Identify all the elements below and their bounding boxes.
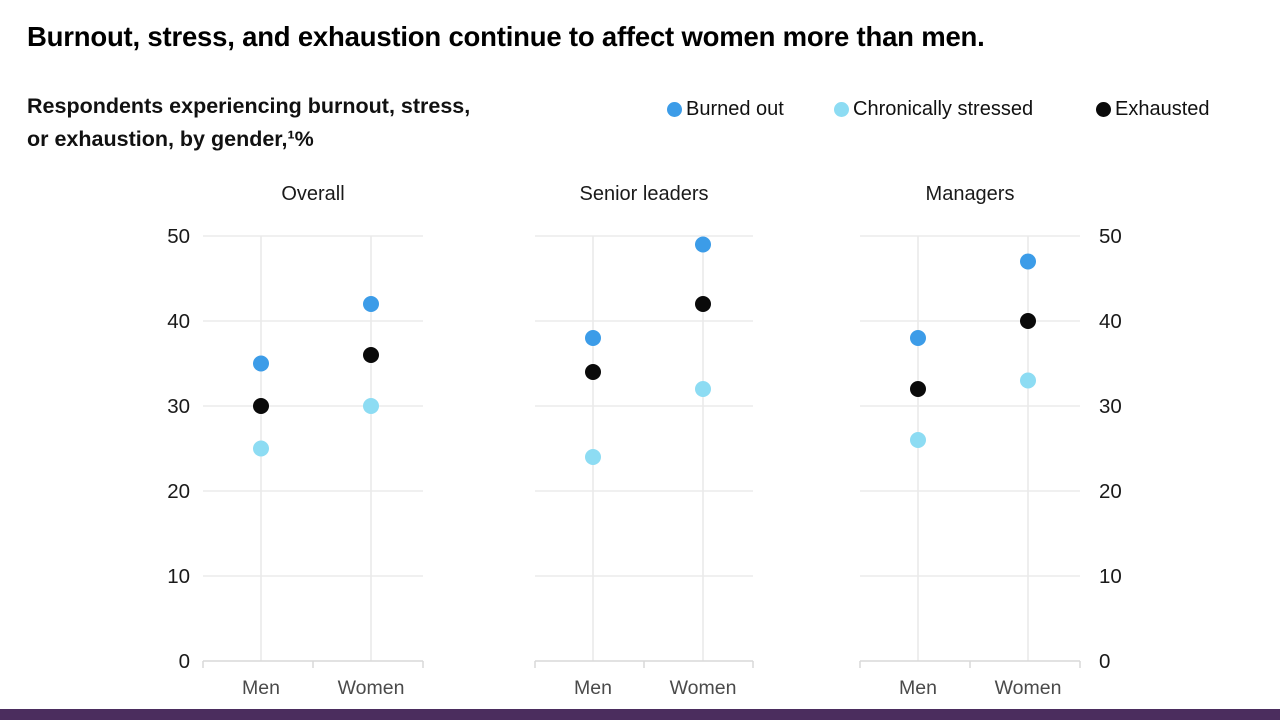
data-point [585,449,601,465]
y-axis-label-left: 20 [167,480,190,503]
y-axis-label-right: 10 [1099,565,1122,588]
y-axis-label-right: 40 [1099,310,1122,333]
chart-subtitle-line1: Respondents experiencing burnout, stress… [27,94,471,118]
category-label: Women [995,677,1062,699]
data-point [910,432,926,448]
chart-subtitle-line2: or exhaustion, by gender,¹% [27,127,314,151]
y-axis-label-right: 0 [1099,650,1110,673]
y-axis-label-left: 50 [167,225,190,248]
category-label: Women [338,677,405,699]
panel-title: Managers [926,183,1015,205]
data-point [363,296,379,312]
y-axis-label-left: 0 [179,650,190,673]
category-label: Women [670,677,737,699]
y-axis-label-right: 30 [1099,395,1122,418]
y-axis-label-left: 30 [167,395,190,418]
data-point [695,381,711,397]
category-label: Men [242,677,280,699]
data-point [253,355,269,372]
data-point [1020,372,1036,389]
data-point [1020,253,1036,270]
panel-title: Overall [281,183,344,205]
chart-subtitle: Respondents experiencing burnout, stress… [27,90,470,156]
chart-title: Burnout, stress, and exhaustion continue… [27,21,985,52]
data-point [363,347,379,363]
data-point [695,236,711,253]
category-label: Men [574,677,612,699]
panel-title: Senior leaders [580,183,709,205]
y-axis-label-left: 40 [167,310,190,333]
data-point [585,330,601,346]
data-point [253,398,269,414]
y-axis-label-right: 20 [1099,480,1122,503]
data-point [253,440,269,457]
data-point [363,398,379,414]
footer-accent-bar [0,709,1280,720]
y-axis-label-left: 10 [167,565,190,588]
data-point [910,381,926,397]
y-axis-label-right: 50 [1099,225,1122,248]
category-label: Men [899,677,937,699]
data-point [695,296,711,312]
data-point [585,364,601,380]
data-point [910,330,926,346]
data-point [1020,313,1036,329]
